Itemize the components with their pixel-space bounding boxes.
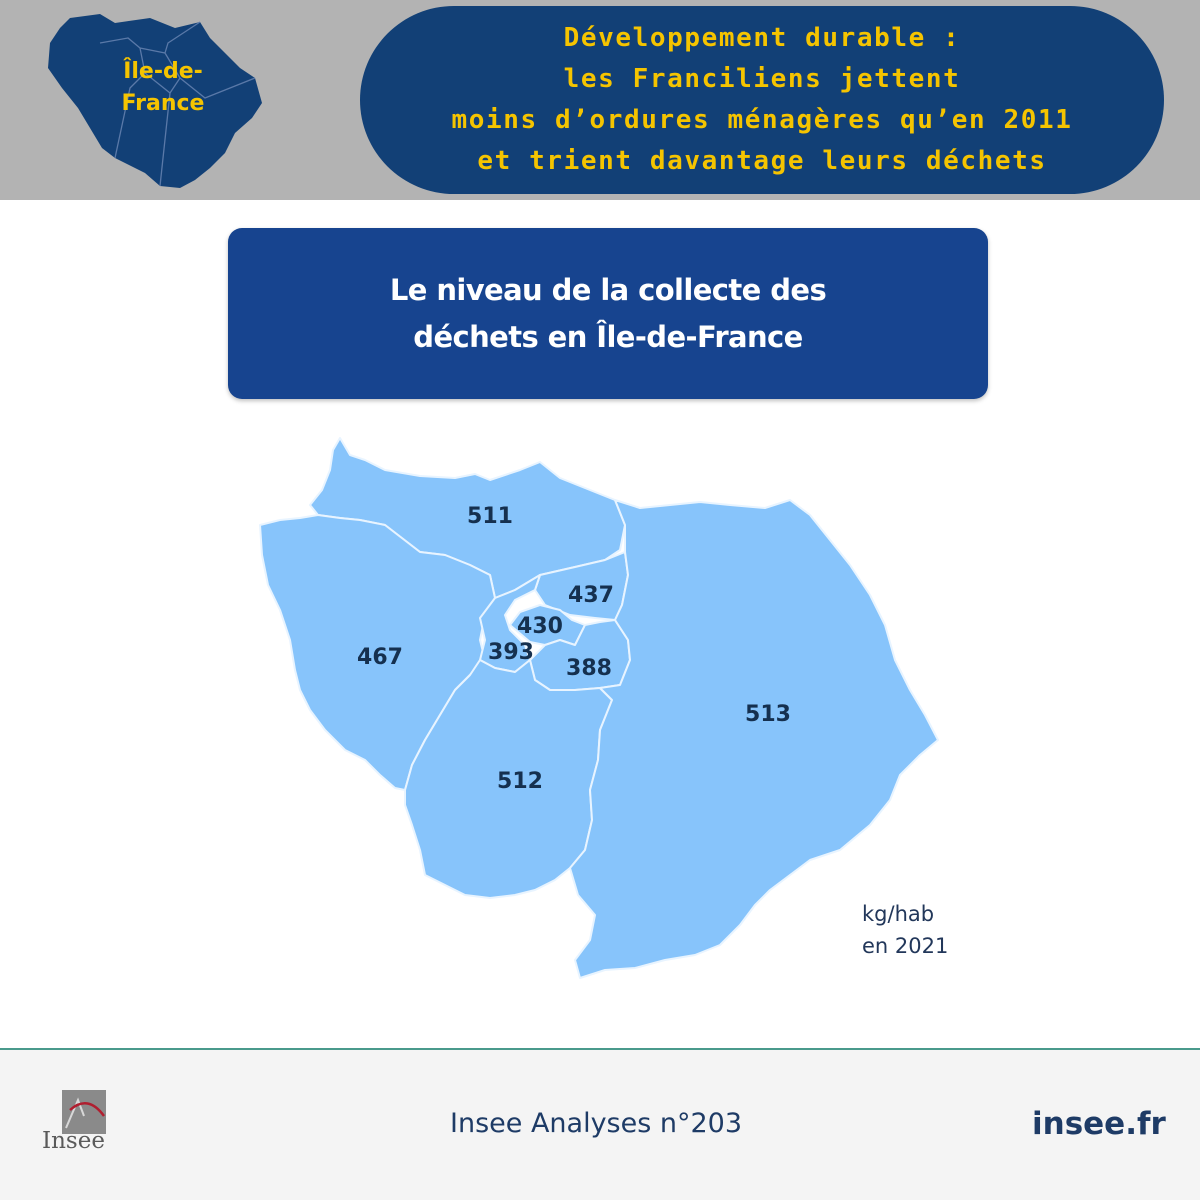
department-value-78: 467 bbox=[357, 645, 403, 670]
department-map: 511 467 437 430 393 388 512 513 bbox=[259, 437, 939, 979]
department-shape-92 bbox=[479, 574, 541, 673]
headline-banner: Développement durable : les Franciliens … bbox=[360, 6, 1164, 194]
headline-line: et trient davantage leurs déchets bbox=[477, 146, 1047, 176]
department-value-94: 388 bbox=[566, 656, 612, 681]
department-value-77: 513 bbox=[745, 702, 791, 727]
region-label-line: France bbox=[121, 91, 205, 116]
department-value-93: 437 bbox=[568, 583, 614, 608]
department-value-75: 430 bbox=[517, 614, 563, 639]
department-value-95: 511 bbox=[467, 504, 513, 529]
insee-logo-icon bbox=[62, 1090, 106, 1134]
department-value-92: 393 bbox=[488, 640, 534, 665]
headline-line: les Franciliens jettent bbox=[563, 64, 961, 94]
publication-reference: Insee Analyses n°203 bbox=[450, 1108, 743, 1139]
unit-year-line: en 2021 bbox=[862, 934, 949, 958]
region-thumbnail-map bbox=[48, 14, 262, 188]
map-unit-label: kg/hab en 2021 bbox=[862, 898, 948, 962]
unit-line: kg/hab bbox=[862, 902, 935, 926]
department-shape-77 bbox=[569, 499, 939, 979]
insee-logo-text: Insee bbox=[42, 1128, 105, 1154]
department-shape-91 bbox=[404, 659, 613, 899]
footer-bar bbox=[0, 1050, 1200, 1200]
website-link[interactable]: insee.fr bbox=[1032, 1106, 1166, 1142]
footer-divider bbox=[0, 1048, 1200, 1050]
region-label: Île-de- France bbox=[98, 56, 228, 120]
headline-line: moins d’ordures ménagères qu’en 2011 bbox=[451, 105, 1073, 135]
headline-line: Développement durable : bbox=[563, 23, 961, 53]
map-title-line: déchets en Île-de-France bbox=[413, 319, 803, 354]
map-title-line: Le niveau de la collecte des bbox=[389, 272, 827, 307]
map-title-panel: Le niveau de la collecte des déchets en … bbox=[228, 228, 988, 399]
department-value-91: 512 bbox=[497, 769, 543, 794]
region-label-line: Île-de- bbox=[123, 59, 203, 84]
